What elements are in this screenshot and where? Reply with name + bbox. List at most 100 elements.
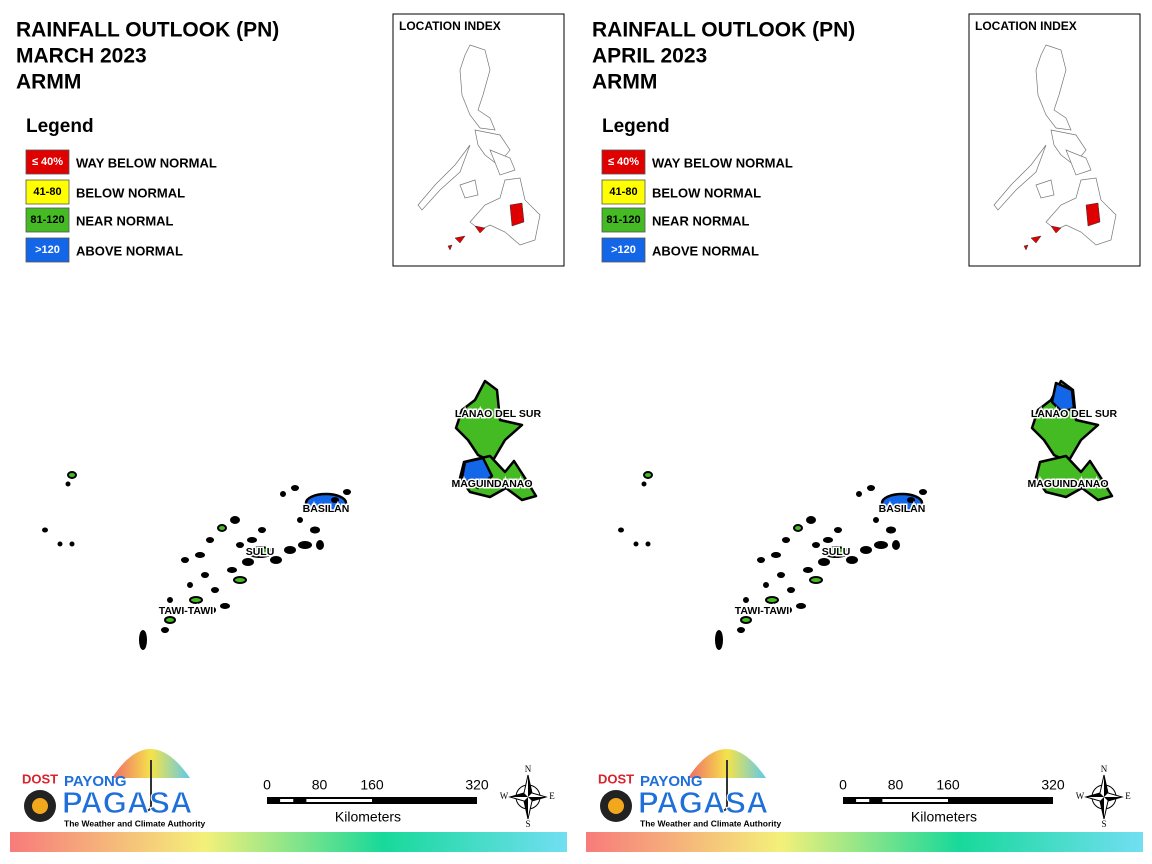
province-lanao-del-sur-part bbox=[1050, 381, 1076, 414]
province-maguindanao-part bbox=[460, 456, 494, 490]
legend-swatch-label: 81-120 bbox=[30, 214, 64, 226]
scale-segment bbox=[856, 799, 870, 802]
panel-title: RAINFALL OUTLOOK (PN) bbox=[592, 19, 855, 42]
panel-title: ARMM bbox=[592, 71, 657, 94]
logo-tagline: The Weather and Climate Authority bbox=[64, 818, 205, 828]
island bbox=[751, 609, 761, 615]
island bbox=[187, 582, 193, 588]
legend-swatch bbox=[601, 237, 646, 263]
compass-star-dark bbox=[1086, 775, 1122, 819]
island bbox=[907, 497, 915, 503]
island bbox=[740, 616, 752, 624]
compass-n: N bbox=[1101, 764, 1108, 774]
logo-handle bbox=[719, 760, 728, 812]
map-panel: RAINFALL OUTLOOK (PN) MARCH 2023 ARMM Legen… bbox=[10, 13, 567, 852]
island bbox=[331, 497, 339, 503]
panel-title: ARMM bbox=[16, 71, 81, 94]
legend-swatch bbox=[601, 149, 646, 175]
island bbox=[69, 541, 75, 547]
island bbox=[806, 516, 816, 524]
legend-swatch-label: 41-80 bbox=[33, 186, 61, 198]
logo-tagline: The Weather and Climate Authority bbox=[640, 818, 781, 828]
scale-tick-label: 0 bbox=[839, 777, 847, 793]
island bbox=[812, 542, 820, 548]
island bbox=[796, 603, 806, 609]
island bbox=[57, 541, 63, 547]
island bbox=[777, 572, 785, 578]
logo-payong: PAYONG bbox=[640, 773, 703, 790]
island bbox=[67, 471, 77, 479]
island bbox=[743, 597, 749, 603]
island bbox=[803, 567, 813, 573]
legend-title: Legend bbox=[602, 116, 670, 137]
island bbox=[175, 609, 185, 615]
inset-island bbox=[1065, 149, 1092, 176]
place-label: MAGUINDANAO bbox=[1027, 478, 1108, 490]
compass-n: N bbox=[525, 764, 532, 774]
scale-segment bbox=[895, 799, 948, 802]
island bbox=[787, 587, 795, 593]
compass-star-dark bbox=[510, 775, 546, 819]
inset-highlight bbox=[1023, 225, 1062, 251]
scale-tick-label: 0 bbox=[263, 777, 271, 793]
legend-label: ABOVE NORMAL bbox=[652, 243, 759, 258]
inset-island bbox=[1045, 177, 1117, 246]
island bbox=[874, 541, 888, 549]
island bbox=[270, 556, 282, 564]
island bbox=[316, 540, 324, 550]
island bbox=[201, 572, 209, 578]
scale-tick-label: 320 bbox=[1041, 777, 1065, 793]
scale-unit: Kilometers bbox=[911, 809, 977, 825]
island bbox=[633, 541, 639, 547]
island bbox=[771, 552, 781, 558]
scale-tick-label: 80 bbox=[888, 777, 904, 793]
legend-label: WAY BELOW NORMAL bbox=[652, 155, 793, 170]
legend-swatch-label: ≤ 40% bbox=[32, 156, 63, 168]
province-lanao-del-sur bbox=[454, 379, 524, 464]
island bbox=[873, 517, 879, 523]
island bbox=[737, 627, 745, 633]
legend-swatch bbox=[601, 207, 646, 233]
legend-label: NEAR NORMAL bbox=[76, 213, 174, 228]
panel-title: APRIL 2023 bbox=[592, 45, 707, 68]
island bbox=[258, 527, 266, 533]
place-label: TAWI-TAWI bbox=[159, 605, 214, 617]
legend-swatch bbox=[601, 179, 646, 205]
island bbox=[618, 527, 624, 533]
island bbox=[919, 489, 927, 495]
compass-s: S bbox=[1101, 819, 1106, 829]
logo-seal-inner bbox=[608, 798, 624, 814]
island bbox=[765, 596, 779, 604]
island bbox=[763, 582, 769, 588]
legend-label: ABOVE NORMAL bbox=[76, 243, 183, 258]
scale-segment bbox=[319, 799, 372, 802]
scale-tick-label: 160 bbox=[936, 777, 960, 793]
island bbox=[298, 541, 312, 549]
island bbox=[167, 597, 173, 603]
place-label: BASILAN bbox=[303, 503, 350, 515]
island bbox=[206, 537, 214, 543]
inset-title: LOCATION INDEX bbox=[399, 19, 501, 33]
island bbox=[181, 557, 189, 563]
island bbox=[297, 517, 303, 523]
island bbox=[195, 552, 205, 558]
inset-highlight bbox=[1085, 202, 1101, 227]
scale-unit: Kilometers bbox=[335, 809, 401, 825]
compass-s: S bbox=[525, 819, 530, 829]
logo-handle bbox=[143, 760, 152, 812]
island bbox=[230, 516, 240, 524]
place-label: LANAO DEL SUR bbox=[1031, 408, 1118, 420]
island bbox=[42, 527, 48, 533]
scale-segment bbox=[306, 799, 320, 802]
legend-swatch-label: ≤ 40% bbox=[608, 156, 639, 168]
island bbox=[645, 541, 651, 547]
legend-title: Legend bbox=[26, 116, 94, 137]
island bbox=[867, 485, 875, 491]
place-label: SULU bbox=[246, 546, 275, 558]
island bbox=[217, 524, 227, 532]
island bbox=[846, 556, 858, 564]
scale-tick-label: 320 bbox=[465, 777, 489, 793]
island bbox=[780, 606, 792, 614]
place-label: MAGUINDANAO bbox=[451, 478, 532, 490]
